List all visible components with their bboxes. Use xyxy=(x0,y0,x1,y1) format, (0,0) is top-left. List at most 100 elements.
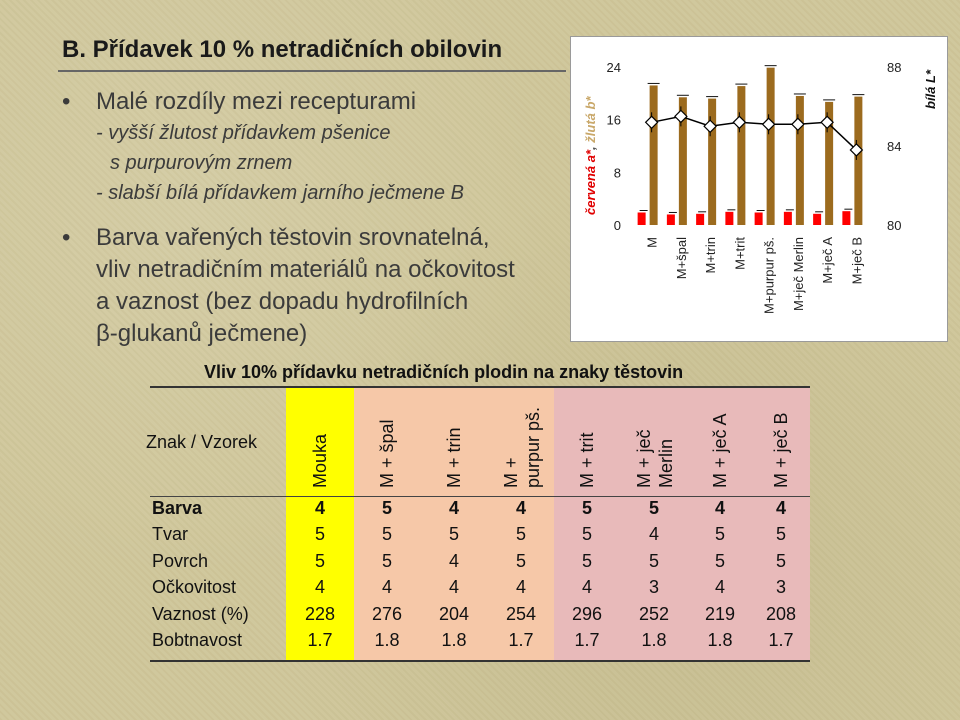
bullet-1-text: Malé rozdíly mezi recepturami xyxy=(96,88,417,115)
table-cell: 5 xyxy=(314,524,325,544)
table-corner-label: Znak / Vzorek xyxy=(146,432,258,452)
table-cell: 5 xyxy=(381,551,392,571)
table-cell: 252 xyxy=(638,604,670,624)
bar-red xyxy=(725,211,734,225)
bullet-1-sub-1: - vyšší žlutost přídavkem pšenice xyxy=(96,122,391,144)
column-header: Mouka xyxy=(310,433,330,488)
table-cell: 5 xyxy=(581,524,592,544)
left-axis-tick-label: 24 xyxy=(607,60,621,75)
bar-red xyxy=(696,213,705,225)
bullet-dot-icon: • xyxy=(62,88,71,115)
line-point-marker xyxy=(791,117,805,132)
bar-yellow xyxy=(766,67,775,226)
column-header-line-2: purpur pš. xyxy=(523,406,543,488)
table-cell: 4 xyxy=(448,498,459,518)
table-cell: 5 xyxy=(775,524,786,544)
table-cell: 4 xyxy=(314,498,325,518)
table-cell: 5 xyxy=(381,498,392,518)
bullet-1-sub-3: - slabší bílá přídavkem jarního ječmene … xyxy=(96,182,464,204)
bar-yellow xyxy=(795,95,804,225)
right-axis-tick-label: 88 xyxy=(887,60,901,75)
bar-yellow xyxy=(737,86,746,225)
slide-title: B. Přídavek 10 % netradičních obilovin xyxy=(62,36,503,63)
table-cell: 1.7 xyxy=(307,630,333,650)
table-cell: 4 xyxy=(714,577,725,597)
category-label: M+trin xyxy=(703,237,718,273)
table-cell: 1.7 xyxy=(508,630,534,650)
table-cell: 1.7 xyxy=(574,630,600,650)
category-label: M+ječ B xyxy=(849,237,864,284)
table-cell: 3 xyxy=(775,577,786,597)
left-axis-title-yellow: žlutá b* xyxy=(583,96,598,144)
table-cell: 219 xyxy=(704,604,736,624)
table-cell: 4 xyxy=(714,498,725,518)
bar-red xyxy=(813,213,822,225)
bullet-2-line-1: Barva vařených těstovin srovnatelná, xyxy=(96,224,490,251)
column-band-barley xyxy=(554,388,810,660)
bullet-1-sub-2: s purpurovým zrnem xyxy=(110,152,293,174)
table-cell: 4 xyxy=(775,498,786,518)
column-band-wheat xyxy=(354,388,554,660)
right-axis-tick-label: 84 xyxy=(887,139,901,154)
right-axis-title: bílá L* xyxy=(923,69,938,109)
bar-yellow xyxy=(825,101,834,225)
line-point-marker xyxy=(849,143,864,157)
table-cell: 4 xyxy=(448,551,459,571)
table-cell: 4 xyxy=(314,577,325,597)
table-cell: 1.8 xyxy=(374,630,400,650)
bullet-block-2: • Barva vařených těstovin srovnatelná, v… xyxy=(62,222,515,350)
bar-yellow xyxy=(649,85,658,225)
column-band-flour xyxy=(286,388,354,660)
table-cell: 5 xyxy=(448,524,459,544)
bar-red xyxy=(637,212,646,225)
category-label: M+purpur pš. xyxy=(762,237,777,314)
column-header: M + ječ A xyxy=(710,413,730,488)
table-cell: 5 xyxy=(515,551,526,571)
table-cell: 1.8 xyxy=(441,630,467,650)
table-row-label: Povrch xyxy=(152,551,209,571)
bar-yellow xyxy=(678,97,687,225)
category-label: M+trit xyxy=(732,237,747,270)
column-header: M + špal xyxy=(377,419,397,488)
line-point-marker xyxy=(644,115,659,130)
color-chart: 0 8 16 24 80 84 88 červená a*, žlutá b* bílá L* M… xyxy=(570,36,948,342)
line-point-marker xyxy=(674,109,688,124)
bar-red xyxy=(783,211,792,225)
table-cell: 204 xyxy=(438,604,470,624)
table-cell: 5 xyxy=(714,551,725,571)
table-bottom-rule xyxy=(150,660,810,662)
table-cell: 5 xyxy=(515,524,526,544)
left-axis-tick-label: 16 xyxy=(607,113,621,128)
left-axis-title-sep: , xyxy=(583,143,598,151)
bar-red xyxy=(754,212,763,225)
table-header-rule xyxy=(150,496,810,497)
table-cell: 5 xyxy=(381,524,392,544)
bullet-block-1: • Malé rozdíly mezi recepturami - vyšší … xyxy=(62,86,464,208)
table-cell: 1.8 xyxy=(641,630,667,650)
line-point-marker xyxy=(820,115,834,130)
table-row-label: Barva xyxy=(152,498,203,518)
category-label: M+ječ Merlin xyxy=(791,237,806,311)
category-label: M+ječ A xyxy=(820,237,835,284)
column-header-line-2: Merlin xyxy=(656,438,676,488)
bar-red xyxy=(666,214,675,225)
table-cell: 276 xyxy=(371,604,403,624)
bar-yellow xyxy=(708,98,717,225)
table-row-label: Tvar xyxy=(152,524,188,544)
bar-red xyxy=(842,211,851,225)
table-row-label: Vaznost (%) xyxy=(152,604,249,624)
bullet-dot-icon: • xyxy=(62,224,71,251)
table-top-rule xyxy=(150,386,810,388)
column-header: M + xyxy=(501,457,521,488)
chart-svg: 0 8 16 24 80 84 88 červená a*, žlutá b* bílá L* M… xyxy=(583,60,938,314)
table-cell: 4 xyxy=(448,577,459,597)
table-cell: 1.8 xyxy=(707,630,733,650)
bar-yellow xyxy=(854,96,863,225)
left-axis-title-red: červená a* xyxy=(583,149,598,215)
column-header: M + ječ xyxy=(634,429,654,488)
bullet-1: • Malé rozdíly mezi recepturami xyxy=(62,86,464,118)
table-cell: 1.7 xyxy=(768,630,794,650)
line-point-marker xyxy=(761,117,776,132)
table-cell: 208 xyxy=(765,604,797,624)
table-cell: 5 xyxy=(581,498,592,518)
